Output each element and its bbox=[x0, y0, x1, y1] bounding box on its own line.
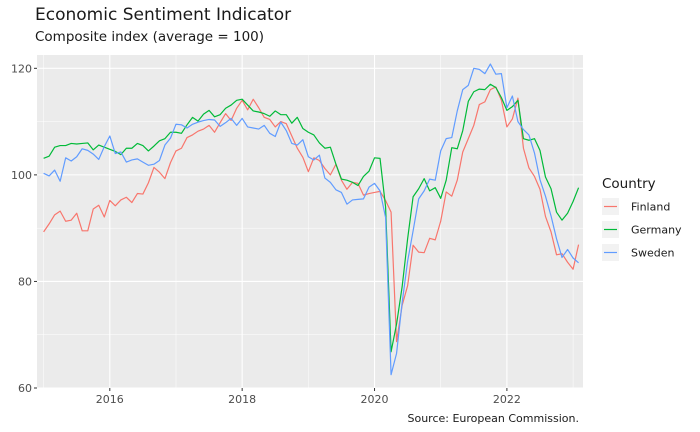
x-tick-label: 2022 bbox=[493, 393, 521, 406]
legend-items: Finland Germany Sweden bbox=[602, 198, 682, 261]
legend-title: Country bbox=[602, 176, 656, 192]
legend-label-sweden: Sweden bbox=[631, 247, 674, 260]
x-tick-label: 2016 bbox=[96, 393, 124, 406]
legend: Country Finland Germany Sweden bbox=[602, 176, 682, 261]
series-lines bbox=[43, 63, 580, 376]
chart-caption: Source: European Commission. bbox=[408, 412, 580, 425]
y-tick-label: 60 bbox=[18, 382, 32, 395]
axis-tick-labels: 2016 2018 2020 2022 60 80 100 120 bbox=[11, 62, 521, 406]
y-tick-label: 120 bbox=[11, 62, 32, 75]
legend-label-finland: Finland bbox=[631, 201, 670, 214]
x-tick-label: 2020 bbox=[361, 393, 389, 406]
series-line-sweden bbox=[43, 63, 579, 376]
y-tick-label: 100 bbox=[11, 169, 32, 182]
chart-subtitle: Composite index (average = 100) bbox=[35, 29, 264, 45]
series-line-finland bbox=[43, 86, 580, 343]
minor-gridlines bbox=[37, 55, 583, 388]
y-tick-label: 80 bbox=[18, 275, 32, 288]
chart-title: Economic Sentiment Indicator bbox=[35, 5, 291, 25]
series-line-germany bbox=[43, 83, 580, 353]
legend-label-germany: Germany bbox=[631, 224, 682, 237]
axis-ticks bbox=[34, 67, 508, 391]
x-tick-label: 2018 bbox=[228, 393, 256, 406]
plot-panel bbox=[37, 55, 583, 388]
